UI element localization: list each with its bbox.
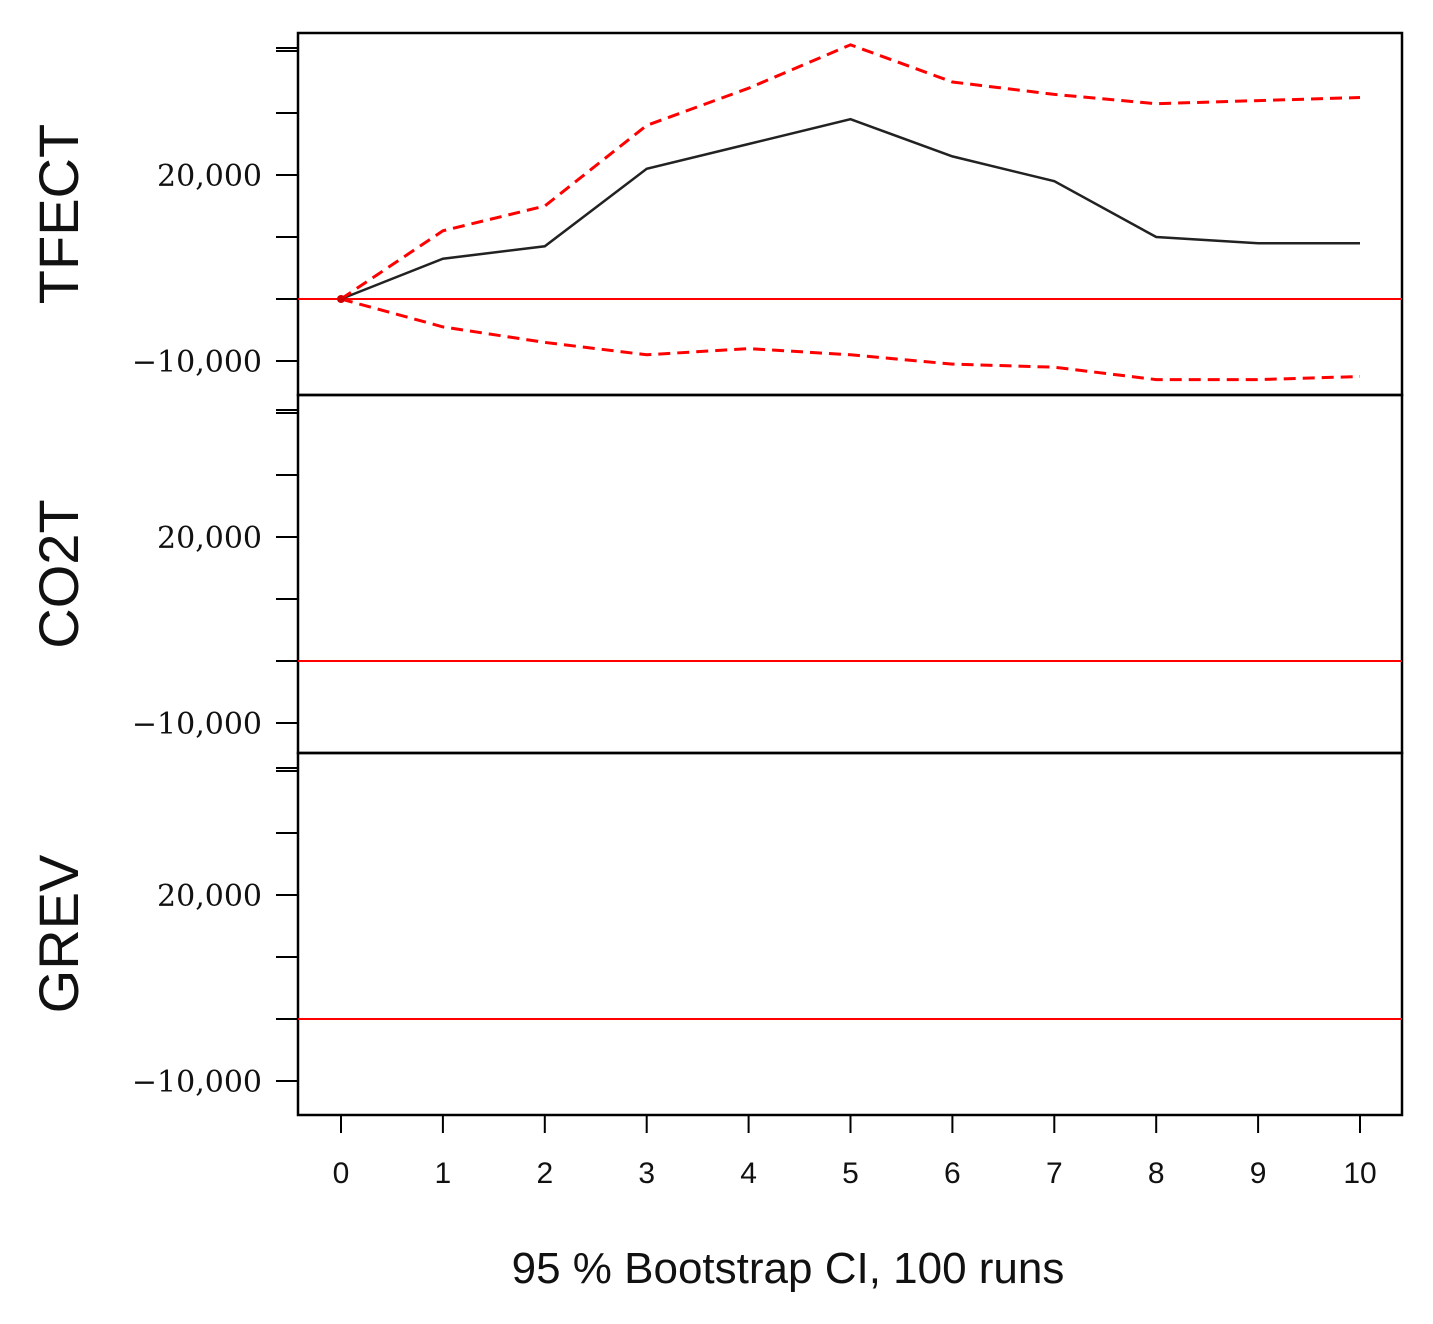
- panels-layer: 20,000−10,000TFECT20,000−10,000CO2T20,00…: [27, 31, 1404, 1117]
- x-tick-label: 3: [638, 1157, 655, 1190]
- x-tick-label: 6: [944, 1157, 961, 1190]
- panel-label: TFECT: [27, 124, 90, 304]
- panel-grev: 20,000 −10,000 GREV: [27, 751, 1404, 1117]
- panel-co2t: 20,000 −10,000 CO2T: [27, 393, 1404, 755]
- panel-tfect: 20,000 −10,000 TFECT: [27, 31, 1404, 397]
- y-tick-label: 20,000: [157, 521, 262, 556]
- y-tick-label: −10,000: [132, 707, 262, 742]
- x-tick-label: 2: [536, 1157, 553, 1190]
- y-tick-label: −10,000: [132, 345, 262, 380]
- x-axis-label: 95 % Bootstrap CI, 100 runs: [512, 1244, 1065, 1293]
- panel-frame: [296, 393, 1404, 755]
- y-tick-label: 20,000: [157, 879, 262, 914]
- panel-frame: [296, 751, 1404, 1117]
- series-response: [340, 117, 1360, 301]
- x-tick-label: 10: [1343, 1157, 1376, 1190]
- panel-frame: [296, 31, 1404, 397]
- y-tick-label: 20,000: [157, 159, 262, 194]
- x-tick-label: 8: [1148, 1157, 1165, 1190]
- y-tick-label: −10,000: [132, 1065, 262, 1100]
- x-tick-label: 5: [842, 1157, 859, 1190]
- series-upper: [340, 43, 1361, 301]
- origin-point: [337, 295, 345, 303]
- x-tick-label: 4: [740, 1157, 757, 1190]
- panel-label: CO2T: [27, 499, 90, 648]
- x-tick-label: 7: [1046, 1157, 1063, 1190]
- x-axis: 0 1 2 3 4 5 6 7 8 9 10: [333, 1115, 1377, 1190]
- x-tick-label: 9: [1250, 1157, 1267, 1190]
- panel-label: GREV: [27, 854, 90, 1013]
- series-lower: [340, 297, 1361, 382]
- x-tick-label: 0: [333, 1157, 350, 1190]
- x-tick-label: 1: [435, 1157, 452, 1190]
